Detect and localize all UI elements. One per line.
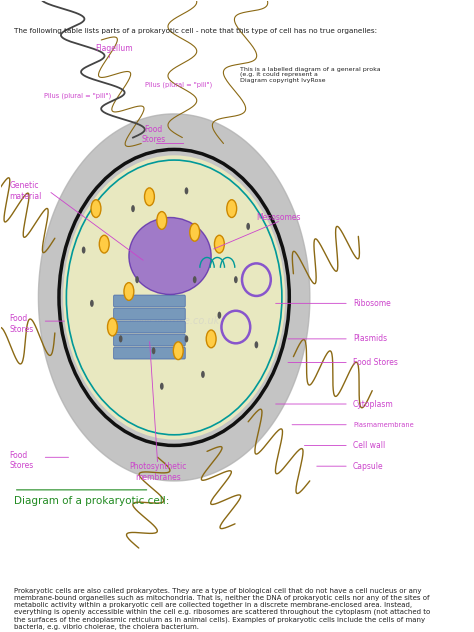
- Text: Food
Stores: Food Stores: [9, 451, 34, 470]
- Text: Genetic
material: Genetic material: [9, 181, 42, 200]
- Ellipse shape: [255, 341, 258, 348]
- Ellipse shape: [157, 212, 167, 229]
- Ellipse shape: [173, 342, 183, 360]
- Ellipse shape: [99, 235, 109, 253]
- Ellipse shape: [246, 223, 250, 230]
- Text: Plasmamembrane: Plasmamembrane: [353, 422, 414, 428]
- Text: Prokaryotic cells are also called prokaryotes. They are a type of biological cel: Prokaryotic cells are also called prokar…: [14, 588, 430, 629]
- Ellipse shape: [108, 318, 118, 336]
- Ellipse shape: [185, 187, 188, 195]
- Text: The following table lists parts of a prokaryotic cell - note that this type of c: The following table lists parts of a pro…: [14, 28, 377, 34]
- Ellipse shape: [90, 300, 94, 307]
- Ellipse shape: [190, 224, 200, 241]
- FancyBboxPatch shape: [114, 321, 185, 333]
- Text: Food
Stores: Food Stores: [141, 125, 166, 144]
- Ellipse shape: [131, 205, 135, 212]
- Ellipse shape: [129, 217, 211, 295]
- Text: Cell wall: Cell wall: [353, 441, 385, 450]
- Text: Capsule: Capsule: [353, 462, 383, 471]
- Ellipse shape: [193, 276, 197, 283]
- Ellipse shape: [145, 188, 155, 205]
- Text: Mesosomes: Mesosomes: [256, 213, 301, 222]
- Ellipse shape: [135, 276, 139, 283]
- FancyBboxPatch shape: [114, 308, 185, 320]
- Ellipse shape: [119, 336, 122, 343]
- Ellipse shape: [234, 276, 237, 283]
- Text: Food Stores: Food Stores: [353, 358, 398, 367]
- Text: Flagellum: Flagellum: [96, 44, 133, 53]
- Ellipse shape: [82, 246, 85, 253]
- Ellipse shape: [185, 336, 188, 343]
- Ellipse shape: [63, 155, 285, 439]
- Ellipse shape: [160, 383, 164, 390]
- Text: Diagram of a prokaryotic cell:: Diagram of a prokaryotic cell:: [14, 495, 169, 506]
- Ellipse shape: [91, 200, 101, 217]
- Text: www.ivyrose.co.uk: www.ivyrose.co.uk: [128, 316, 220, 326]
- Text: Pilus (plural = "pili"): Pilus (plural = "pili"): [145, 81, 212, 87]
- Polygon shape: [38, 114, 310, 481]
- Text: Plasmids: Plasmids: [353, 334, 387, 343]
- Ellipse shape: [218, 312, 221, 319]
- Ellipse shape: [227, 200, 237, 217]
- Text: Cytoplasm: Cytoplasm: [353, 399, 394, 408]
- FancyBboxPatch shape: [114, 295, 185, 307]
- Ellipse shape: [214, 235, 224, 253]
- Ellipse shape: [124, 283, 134, 300]
- Text: This is a labelled diagram of a general proka
(e.g. it could represent a 
Diagra: This is a labelled diagram of a general …: [240, 66, 381, 83]
- Text: Ribosome: Ribosome: [353, 299, 391, 308]
- Ellipse shape: [152, 347, 155, 355]
- Text: Photosynthetic
membranes: Photosynthetic membranes: [129, 463, 186, 482]
- Ellipse shape: [206, 330, 216, 348]
- FancyBboxPatch shape: [114, 347, 185, 359]
- Text: Pilus (plural = "pili"): Pilus (plural = "pili"): [44, 93, 111, 99]
- Ellipse shape: [201, 371, 205, 378]
- FancyBboxPatch shape: [114, 334, 185, 346]
- Text: Food
Stores: Food Stores: [9, 314, 34, 334]
